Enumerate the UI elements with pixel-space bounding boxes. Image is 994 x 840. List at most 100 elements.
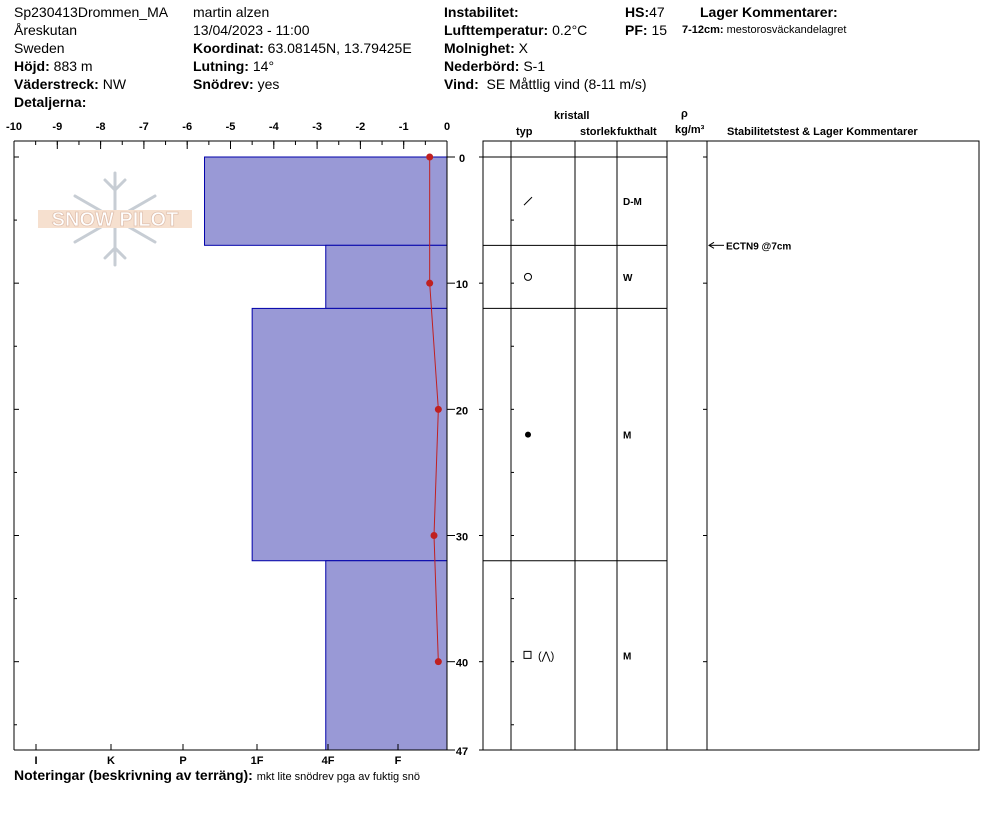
elevation-value: 883 m (53, 58, 93, 74)
site-id: Sp230413Drommen_MA (14, 4, 169, 20)
temperature-point (434, 658, 442, 666)
temp-tick-label: 0 (444, 121, 450, 133)
air-temp-label: Lufttemperatur: (444, 22, 549, 38)
precip-row: Nederbörd: S-1 (444, 58, 545, 74)
grain-faceted-icon (523, 650, 532, 659)
sky-row: Molnighet: X (444, 40, 528, 56)
air-temp-row: Lufttemperatur: 0.2°C (444, 22, 587, 38)
aspect-row: Väderstreck: NW (14, 76, 126, 92)
wind-label: Vind: (444, 76, 479, 92)
hardness-tick-label: 4F (322, 755, 335, 767)
wind-loading-row: Snödrev: yes (193, 76, 279, 92)
hs-label: HS: (625, 4, 650, 20)
country: Sweden (14, 40, 65, 56)
observer: martin alzen (193, 4, 270, 20)
depth-tick-label: 0 (459, 153, 465, 165)
sky-label: Molnighet: (444, 40, 515, 56)
temp-tick-label: -5 (226, 121, 236, 133)
hardness-bar-3 (325, 560, 448, 751)
slope-row: Lutning: 14° (193, 58, 274, 74)
hardness-tick-label: 1F (251, 755, 264, 767)
type-header: typ (516, 126, 533, 138)
temp-tick-label: -2 (356, 121, 366, 133)
pf-label: PF: (625, 22, 648, 38)
depth-tick-label: 30 (456, 532, 468, 544)
pf-row: PF: 15 (625, 22, 667, 38)
coord-value: 63.08145N, 13.79425E (267, 40, 412, 56)
hardness-tick-label: F (395, 755, 402, 767)
temperature-point (426, 153, 434, 161)
datetime: 13/04/2023 - 11:00 (193, 22, 310, 38)
logo-text: SNOW PILOT (52, 209, 179, 231)
coord-row: Koordinat: 63.08145N, 13.79425E (193, 40, 412, 56)
location: Åreskutan (14, 22, 78, 38)
stability-header: Stabilitetstest & Lager Kommentarer (727, 126, 918, 138)
temp-tick-label: -4 (269, 121, 280, 133)
layer-comments-label: Lager Kommentarer: (700, 4, 838, 20)
depth-tick-label: 40 (456, 658, 468, 670)
elevation-label: Höjd: (14, 58, 50, 74)
moisture-value: M (623, 431, 631, 442)
moisture-header: fukthalt (617, 126, 657, 138)
temp-tick-label: -8 (96, 121, 106, 133)
details-label: Detaljerna: (14, 94, 87, 110)
hs-value: 47 (649, 4, 665, 20)
depth-tick-label: 10 (456, 279, 468, 291)
layer-comment: 7-12cm: mestorosväckandelagret (682, 24, 846, 37)
sky-value: X (518, 40, 528, 56)
temp-tick-label: -7 (139, 121, 149, 133)
temperature-point (426, 279, 434, 287)
moisture-value: M (623, 651, 631, 662)
notes-label: Noteringar (beskrivning av terräng): (14, 767, 253, 783)
notes: Noteringar (beskrivning av terräng): mkt… (14, 767, 420, 784)
wind-value: SE Måttlig vind (8-11 m/s) (486, 76, 647, 92)
depth-tick-label: 20 (456, 405, 468, 417)
grain-meltfreeze-icon (525, 431, 531, 438)
temp-tick-label: -9 (52, 121, 62, 133)
hardness-bar-1 (325, 244, 448, 309)
crystal-header: kristall (554, 110, 590, 122)
hardness-tick-label: P (179, 755, 186, 767)
layer-comment-text: mestorosväckandelagret (726, 24, 847, 36)
snowpilot-logo: SNOW PILOT (38, 171, 192, 267)
grain-round-icon (524, 272, 532, 281)
slope-value: 14° (252, 58, 275, 74)
density-unit: kg/m³ (675, 124, 705, 136)
wind-row: Vind: SE Måttlig vind (8-11 m/s) (444, 76, 647, 92)
temp-tick-label: -10 (6, 121, 22, 133)
hardness-bar-2 (251, 307, 448, 562)
wind-loading-label: Snödrev: (193, 76, 254, 92)
precip-label: Nederbörd: (444, 58, 520, 74)
grain-decomposing-icon (523, 196, 533, 206)
instability-label: Instabilitet: (444, 4, 519, 20)
hardness-tick-label: K (107, 755, 115, 767)
moisture-value: D-M (623, 197, 642, 208)
slope-label: Lutning: (193, 58, 249, 74)
hardness-bar-0 (204, 156, 448, 246)
wind-loading-value: yes (257, 76, 280, 92)
temp-tick-label: -1 (399, 121, 409, 133)
air-temp-value: 0.2°C (552, 22, 588, 38)
layer-comment-range: 7-12cm: (682, 24, 724, 36)
precip-value: S-1 (523, 58, 546, 74)
test-label: ECTN9 @7cm (726, 241, 791, 252)
aspect-label: Väderstreck: (14, 76, 99, 92)
temperature-point (434, 405, 442, 413)
density-symbol: ρ (681, 108, 688, 120)
elevation-row: Höjd: 883 m (14, 58, 93, 74)
layer-table-frame (482, 140, 980, 751)
hardness-tick-label: I (34, 755, 37, 767)
hs-row: HS:47 (625, 4, 665, 20)
notes-text: mkt lite snödrev pga av fuktig snö (256, 771, 420, 783)
temp-tick-label: -6 (182, 121, 192, 133)
size-header: storlek (580, 126, 617, 138)
test-arrowhead (708, 241, 715, 249)
pf-value: 15 (651, 22, 668, 38)
moisture-value: W (623, 273, 633, 284)
grain-secondary-label: (⋀) (538, 650, 554, 662)
depth-tick-label: 47 (456, 746, 468, 758)
aspect-value: NW (102, 76, 127, 92)
coord-label: Koordinat: (193, 40, 264, 56)
temp-tick-label: -3 (312, 121, 322, 133)
